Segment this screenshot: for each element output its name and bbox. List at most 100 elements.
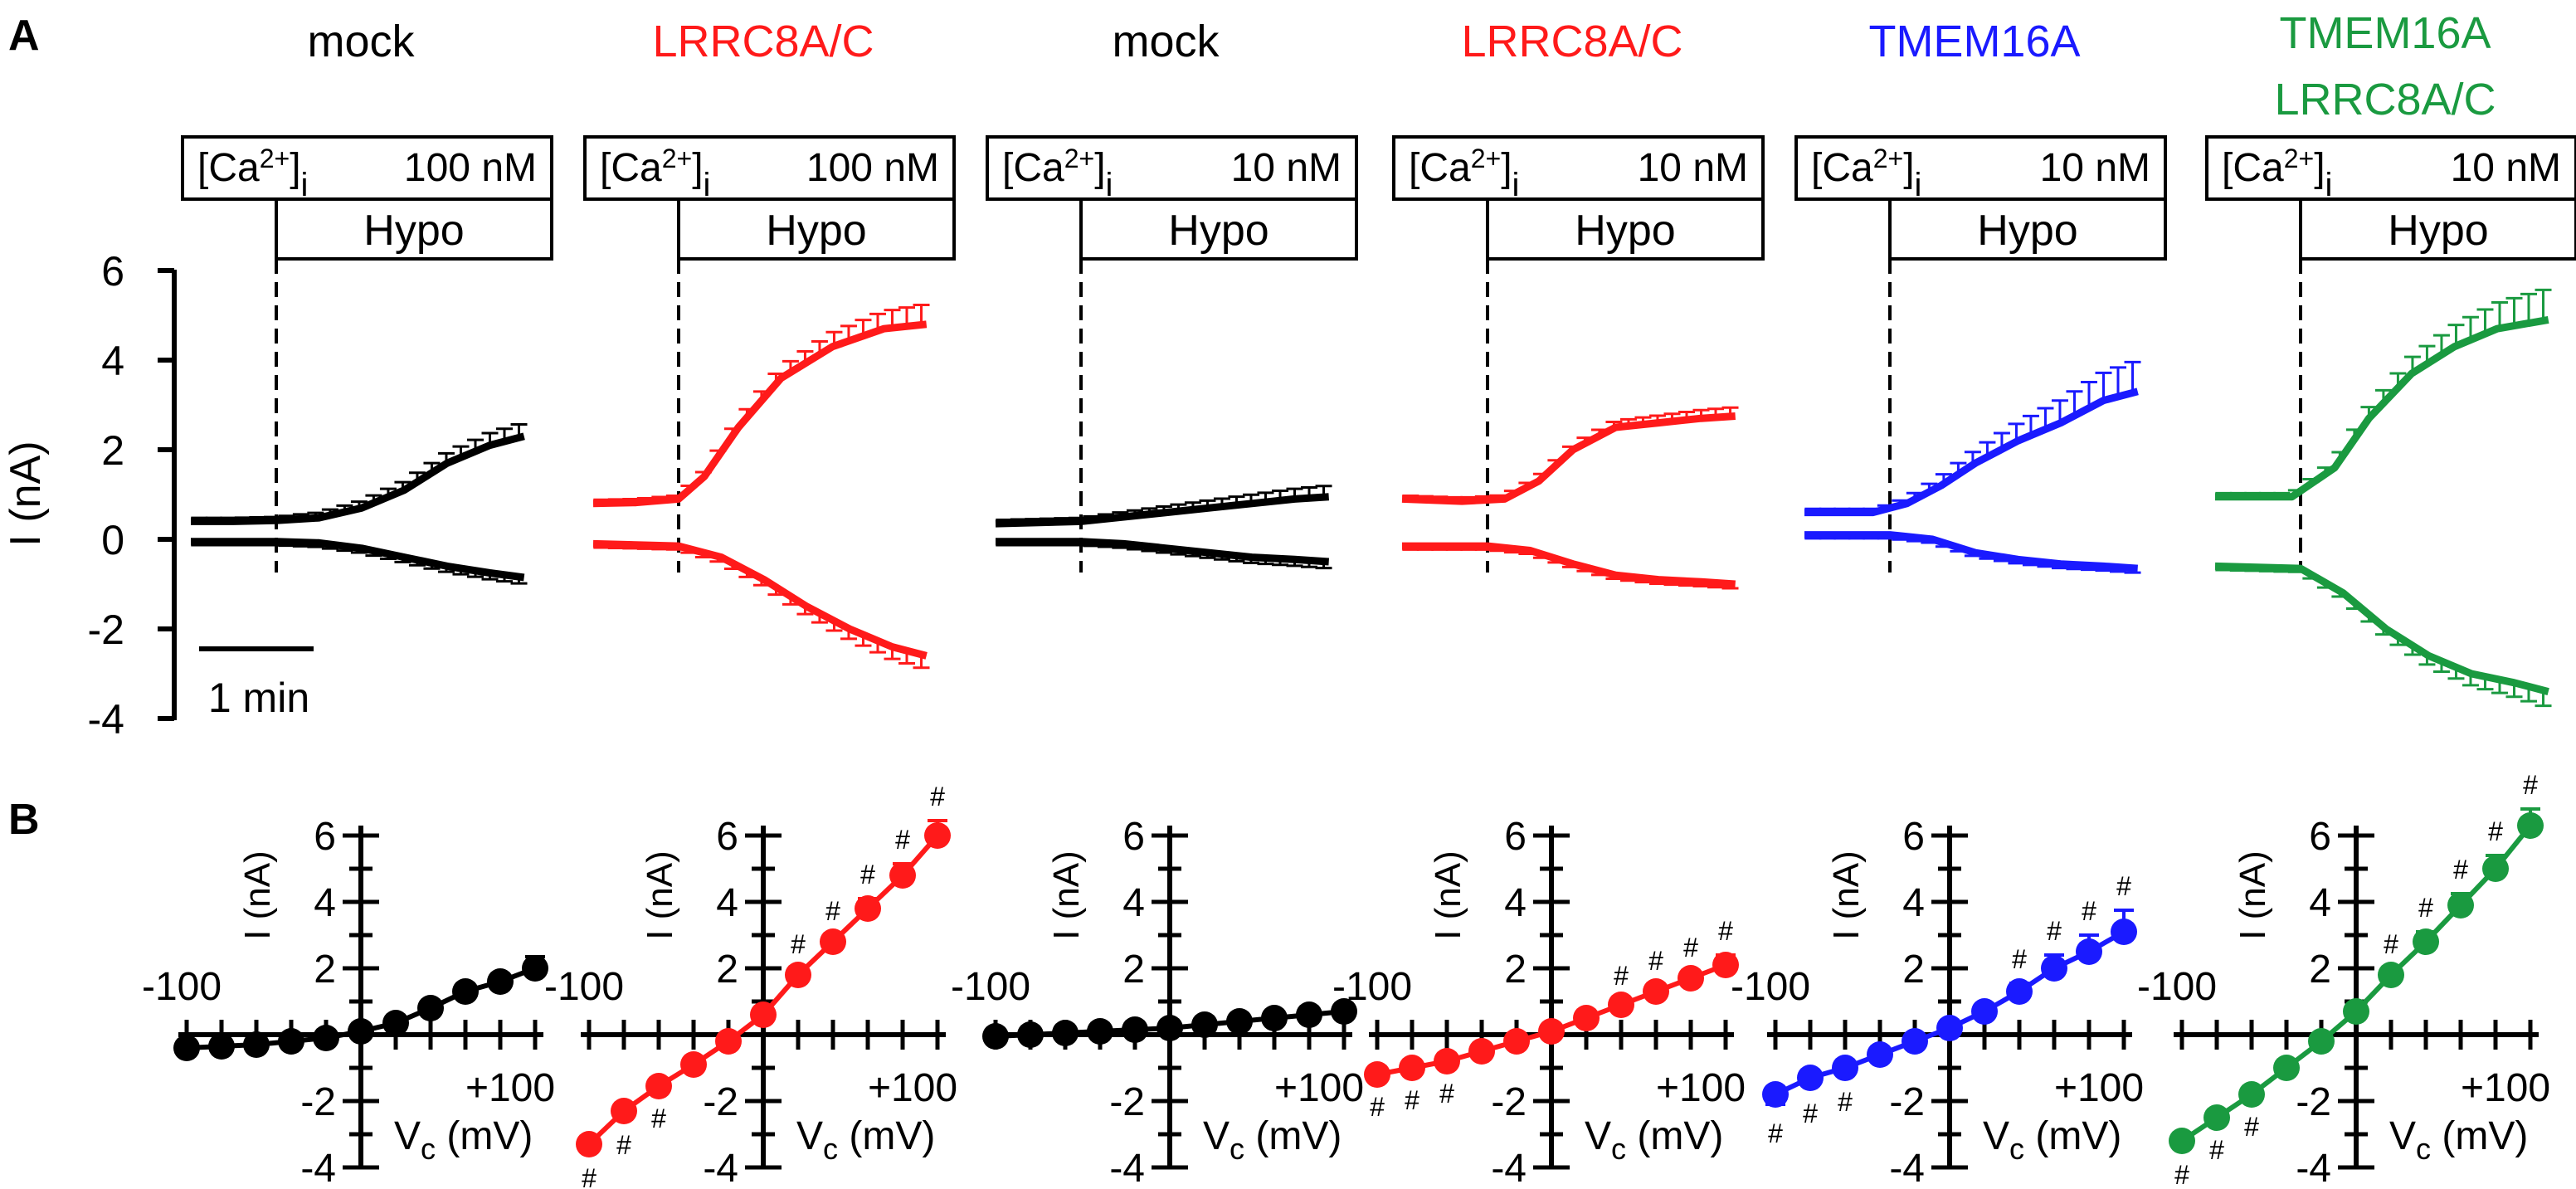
significance-mark: # bbox=[2209, 1135, 2224, 1165]
inward-trace bbox=[592, 539, 928, 660]
iv-point bbox=[2273, 1055, 2300, 1081]
hypo-label: Hypo bbox=[2388, 207, 2488, 255]
iv-point bbox=[645, 1073, 672, 1099]
trace-title: mock bbox=[1112, 17, 1220, 66]
significance-mark: # bbox=[895, 825, 910, 855]
y-tick-label: 2 bbox=[2309, 948, 2331, 992]
inward-trace bbox=[191, 538, 525, 582]
y-tick-label: -4 bbox=[1889, 1147, 1925, 1189]
iv-point bbox=[243, 1031, 270, 1058]
x-tick-label: +100 bbox=[1274, 1066, 1364, 1110]
iv-point bbox=[1331, 998, 1357, 1025]
y-tick-label: 2 bbox=[1504, 948, 1527, 992]
iv-point bbox=[2169, 1128, 2195, 1154]
x-tick-label: -100 bbox=[142, 965, 222, 1009]
iv-y-label: I (nA) bbox=[640, 850, 680, 940]
panel-b-iv-curves: -100 +100 6 4 2 -2 -4 I (nA) Vc (mV) -100 +100 6 4 2 -… bbox=[142, 770, 2550, 1189]
hypo-label: Hypo bbox=[766, 207, 866, 255]
iv-x-label: Vc (mV) bbox=[1203, 1114, 1342, 1166]
y-tick-label: 4 bbox=[314, 881, 336, 925]
iv-point bbox=[173, 1035, 200, 1061]
outward-trace bbox=[1401, 412, 1736, 505]
significance-mark: # bbox=[1838, 1087, 1853, 1117]
significance-mark: # bbox=[2488, 816, 2503, 846]
iv-point bbox=[1608, 992, 1634, 1018]
scale-bar-label: 1 min bbox=[208, 675, 309, 721]
iv-plot: -100 +100 6 4 2 -2 -4 I (nA) Vc (mV) bbox=[142, 815, 555, 1189]
iv-point bbox=[611, 1098, 637, 1124]
y-tick-label: -4 bbox=[703, 1147, 738, 1189]
iv-point bbox=[1712, 952, 1739, 978]
calcium-value: 10 nM bbox=[2451, 146, 2561, 190]
iv-point bbox=[1017, 1021, 1044, 1048]
iv-point bbox=[982, 1023, 1009, 1050]
panel-b-letter: B bbox=[8, 796, 40, 844]
iv-point bbox=[715, 1028, 742, 1055]
panel-a-y-axis: 6 4 2 0 -2 -4 I (nA) bbox=[2, 248, 177, 743]
calcium-value: 10 nM bbox=[2040, 146, 2150, 190]
significance-mark: # bbox=[1718, 916, 1733, 946]
y-tick-label: 4 bbox=[1504, 881, 1527, 925]
iv-point bbox=[1434, 1048, 1460, 1074]
hypo-box bbox=[677, 197, 956, 261]
significance-mark: # bbox=[1439, 1079, 1454, 1109]
y-tick-label: 2 bbox=[1122, 948, 1145, 992]
hypo-box bbox=[1486, 197, 1765, 261]
significance-mark: # bbox=[1648, 946, 1663, 976]
iv-point bbox=[2413, 928, 2439, 955]
iv-point bbox=[2482, 855, 2509, 882]
iv-point bbox=[2111, 919, 2137, 945]
significance-mark: # bbox=[1803, 1099, 1818, 1128]
iv-x-label: Vc (mV) bbox=[2389, 1114, 2528, 1166]
iv-point bbox=[2203, 1104, 2230, 1131]
trace-title: LRRC8A/C bbox=[1461, 17, 1682, 66]
scale-bar: 1 min bbox=[199, 646, 314, 721]
trace-title: mock bbox=[307, 17, 415, 66]
x-tick-label: -100 bbox=[951, 965, 1030, 1009]
y-tick-label: 2 bbox=[1902, 948, 1925, 992]
y-tick-label: 4 bbox=[1902, 881, 1925, 925]
hypo-label: Hypo bbox=[363, 207, 464, 255]
iv-point bbox=[889, 862, 916, 889]
iv-point bbox=[1364, 1061, 1390, 1088]
hypo-box bbox=[1888, 197, 2167, 261]
y-tick-label: 6 bbox=[314, 815, 336, 859]
iv-point bbox=[1832, 1055, 1858, 1081]
significance-mark: # bbox=[651, 1104, 666, 1133]
y-tick-label: 6 bbox=[716, 815, 738, 859]
significance-mark: # bbox=[2116, 871, 2131, 901]
iv-point bbox=[522, 955, 548, 982]
significance-mark: # bbox=[582, 1163, 597, 1189]
iv-plot: -100 +100 6 4 2 -2 -4 I (nA) Vc (mV) # # # # # # # bbox=[1332, 815, 1746, 1189]
significance-mark: # bbox=[825, 896, 840, 926]
significance-mark: # bbox=[616, 1130, 631, 1160]
x-tick-label: +100 bbox=[465, 1066, 555, 1110]
calcium-box bbox=[583, 135, 956, 201]
trace-title: TMEM16A bbox=[1868, 17, 2080, 66]
inward-trace bbox=[1804, 531, 2138, 573]
iv-y-label: I (nA) bbox=[1428, 850, 1468, 940]
iv-point bbox=[1261, 1005, 1288, 1031]
iv-point bbox=[1643, 978, 1669, 1005]
iv-point bbox=[820, 928, 846, 955]
significance-mark: # bbox=[1614, 961, 1629, 991]
calcium-value: 10 nM bbox=[1231, 146, 1342, 190]
inward-trace bbox=[1402, 542, 1736, 588]
iv-point bbox=[2238, 1081, 2265, 1108]
outward-trace bbox=[995, 493, 1329, 528]
calcium-value: 100 nM bbox=[404, 146, 537, 190]
iv-point bbox=[1157, 1015, 1183, 1041]
y-tick-label: -2 bbox=[1889, 1080, 1925, 1124]
iv-point bbox=[2343, 998, 2369, 1025]
y-tick-label: 4 bbox=[716, 881, 738, 925]
iv-point bbox=[1087, 1018, 1113, 1045]
iv-point bbox=[487, 968, 514, 995]
significance-mark: # bbox=[1405, 1085, 1419, 1115]
iv-point bbox=[1678, 965, 1704, 992]
iv-point bbox=[1052, 1020, 1079, 1046]
outward-trace bbox=[592, 320, 928, 508]
